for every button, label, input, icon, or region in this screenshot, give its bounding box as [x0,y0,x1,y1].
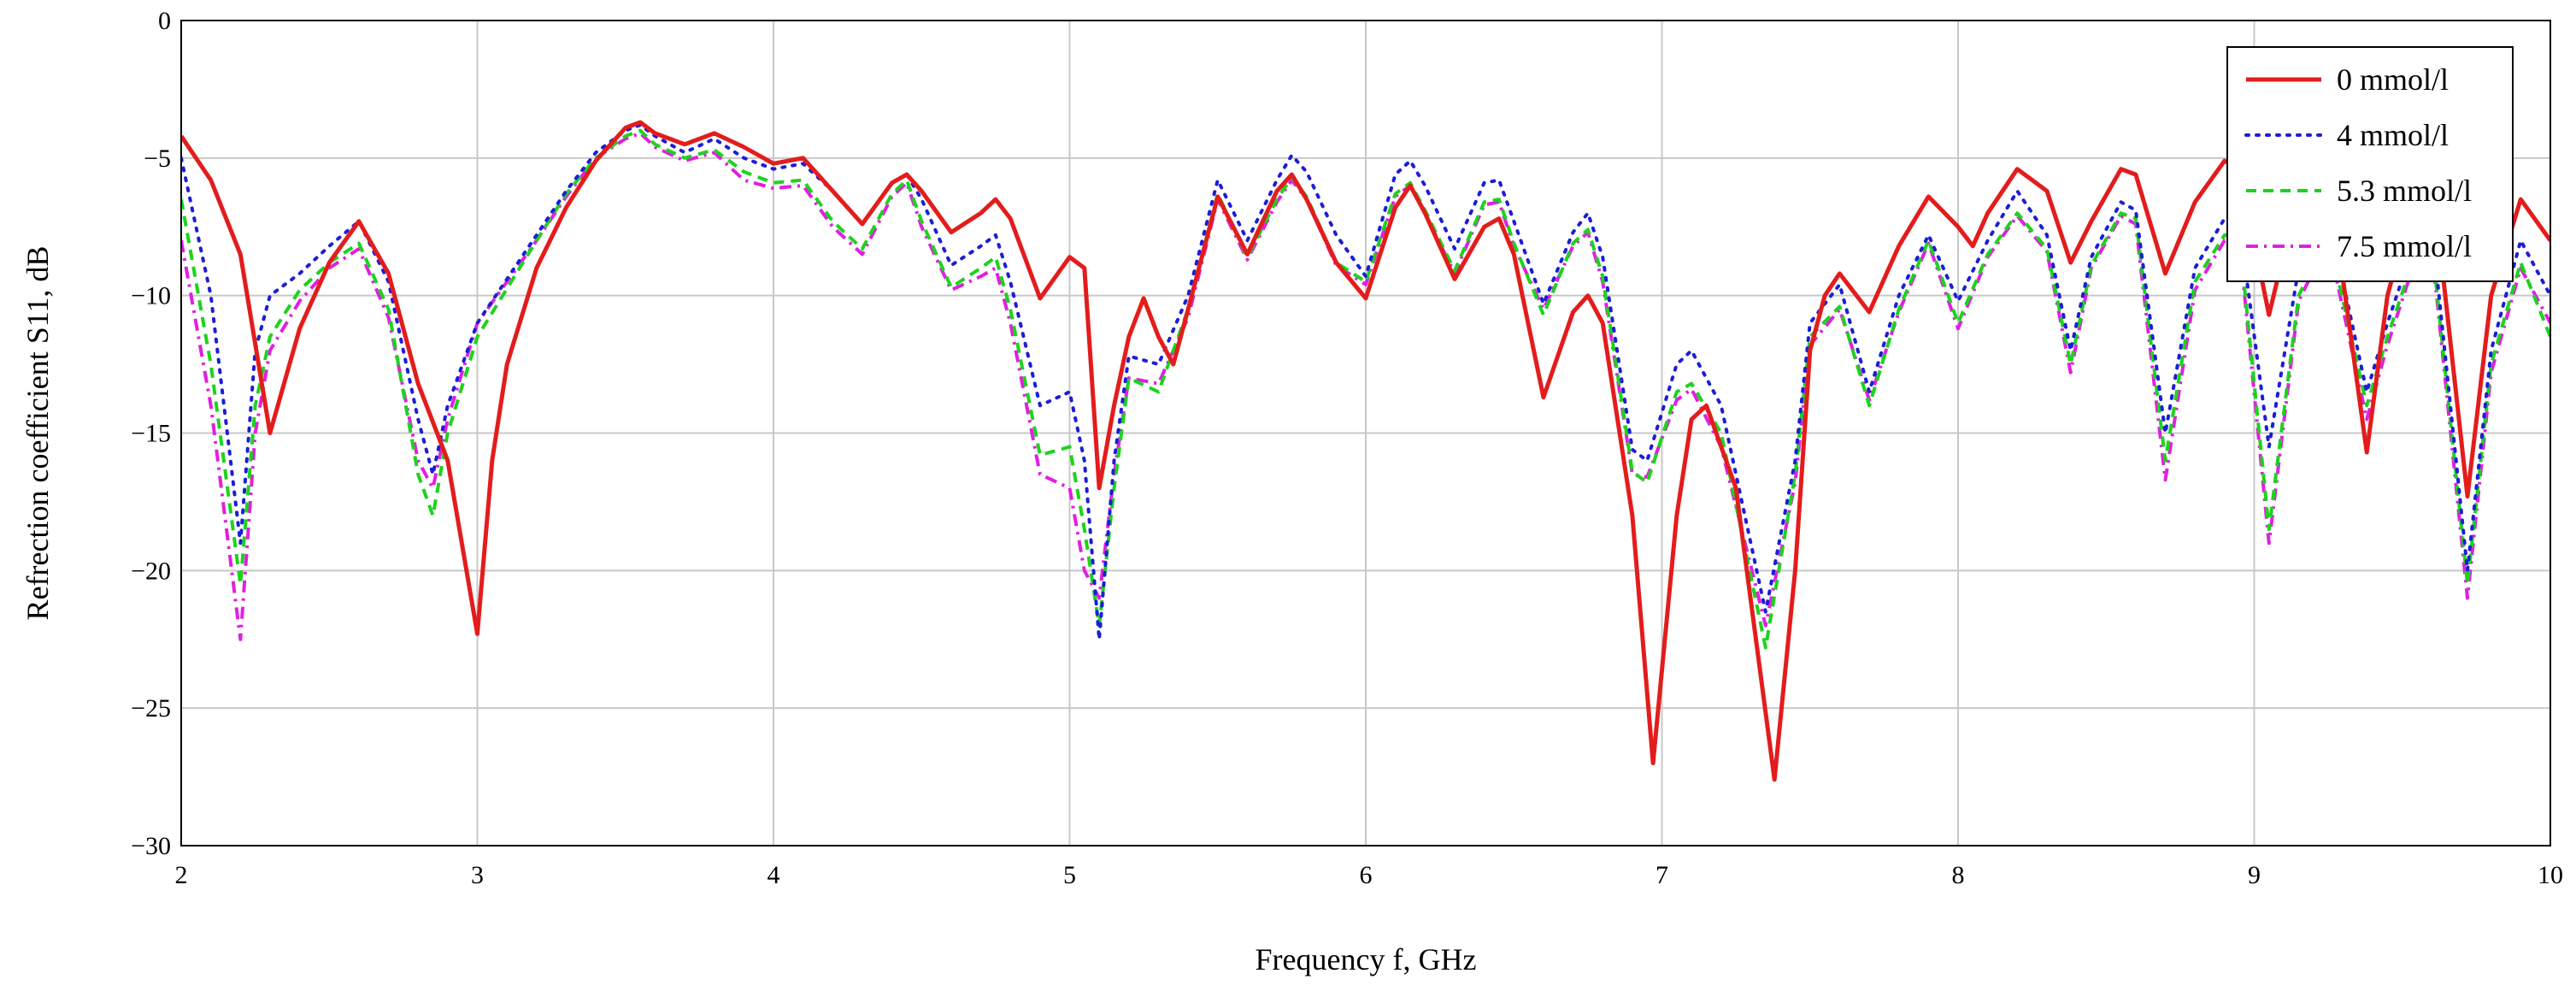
x-tick-label: 2 [175,861,188,889]
y-tick-label: 0 [158,7,171,35]
y-tick-label: −15 [131,420,171,448]
legend-label-0: 0 mmol/l [2337,62,2449,97]
tick-labels: 2 3 4 5 6 7 8 9 10 0 −5 −10 −15 −20 −25 −30 [131,7,2563,889]
legend-label-2: 5.3 mmol/l [2337,174,2472,208]
x-tick-label: 4 [768,861,780,889]
y-tick-label: −10 [131,282,171,310]
x-tick-label: 3 [471,861,484,889]
y-tick-label: −20 [131,557,171,585]
y-tick-label: −25 [131,694,171,723]
legend-label-1: 4 mmol/l [2337,118,2449,152]
series-line-0 [181,120,2550,782]
x-tick-label: 10 [2538,861,2563,889]
legend: 0 mmol/l 4 mmol/l 5.3 mmol/l 7.5 mmol/l [2226,46,2514,282]
series-lines [181,120,2550,782]
y-tick-label: −30 [131,832,171,860]
x-tick-label: 8 [1952,861,1965,889]
x-tick-label: 7 [1656,861,1668,889]
x-tick-label: 5 [1063,861,1076,889]
x-tick-label: 6 [1360,861,1373,889]
x-axis-title: Frequency f, GHz [1256,942,1477,976]
y-tick-label: −5 [144,145,171,173]
x-tick-label: 9 [2248,861,2261,889]
plot-frame [180,20,2551,847]
legend-label-3: 7.5 mmol/l [2337,229,2472,263]
y-axis-title: Refrection coefficient S11, dB [21,246,55,621]
legend-box [2226,46,2514,282]
